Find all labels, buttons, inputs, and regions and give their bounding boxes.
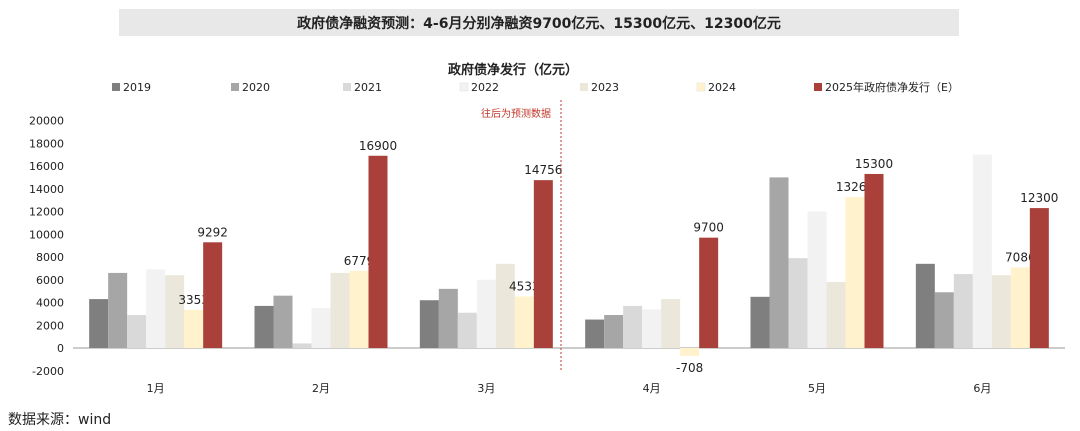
bar [934,292,954,348]
bar [864,173,884,348]
bar [642,309,662,348]
y-tick-label: 18000 [29,137,64,150]
x-tick-label: 3月 [477,382,495,395]
bar [127,315,147,348]
bar [991,275,1011,348]
bar [623,305,643,348]
y-tick-label: -2000 [32,365,64,378]
bar [1029,208,1049,348]
bar [1010,267,1030,348]
data-label: 3353 [178,293,209,307]
legend-label: 2021 [354,81,382,94]
chart-banner-title: 政府债净融资预测：4-6月分别净融资9700亿元、15300亿元、12300亿元 [119,9,959,36]
y-tick-label: 4000 [36,297,64,310]
legend-swatch [814,83,822,91]
legend-label: 2025年政府债净发行（E） [825,80,959,94]
data-label: -708 [676,361,703,375]
bar [292,343,312,348]
bar [953,274,973,348]
legend-label: 2020 [242,81,270,94]
x-tick-label: 1月 [147,382,165,395]
bar [184,309,204,348]
bar [165,275,185,348]
bar [457,312,477,348]
bar [311,308,331,348]
legend-swatch [580,83,588,91]
bar [788,258,808,348]
bar [203,242,223,348]
bar [419,300,439,348]
bar [826,282,846,348]
data-label: 9292 [197,225,228,239]
y-tick-label: 14000 [29,183,64,196]
legend-swatch [231,83,239,91]
bar [108,272,128,348]
legend-swatch [459,82,469,92]
bar [254,305,274,348]
data-label: 6779 [344,254,375,268]
data-label: 16900 [359,139,397,153]
data-label: 9700 [693,221,724,235]
y-tick-label: 0 [57,342,64,355]
bar [438,288,458,348]
legend-swatch [343,83,351,91]
y-tick-label: 6000 [36,274,64,287]
legend-label: 2023 [591,81,619,94]
bar [330,272,350,348]
x-tick-label: 5月 [808,382,826,395]
bar [699,237,719,348]
forecast-annotation: 往后为预测数据 [481,107,551,120]
y-tick-label: 20000 [29,115,64,128]
data-label: 14756 [524,163,562,177]
y-tick-label: 12000 [29,206,64,219]
bar [750,296,770,348]
data-label: 12300 [1020,191,1058,205]
data-label: 7086 [1005,250,1036,264]
bar [915,263,935,348]
y-tick-label: 2000 [36,319,64,332]
bar [146,269,166,348]
bar [273,295,293,348]
x-tick-label: 6月 [973,382,991,395]
y-tick-label: 16000 [29,160,64,173]
bar-chart: 政府债净发行（亿元） 2019 2020 2021 2022 2023 2024 2025年政… [29,62,1065,395]
bar [514,296,534,348]
bar [807,211,827,348]
bar [89,299,109,348]
bar [680,348,700,357]
data-label: 4533 [509,279,540,293]
bar [368,155,388,348]
chart-title: 政府债净发行（亿元） [448,62,578,78]
legend-swatch [112,83,120,91]
bar [585,319,605,348]
bar [349,270,369,348]
data-source-note: 数据来源：wind [8,412,112,428]
bar [533,180,553,348]
x-tick-label: 4月 [643,382,661,395]
y-tick-label: 8000 [36,251,64,264]
bar [661,299,681,348]
bar [972,154,992,348]
legend-swatch [696,82,706,92]
x-tick-label: 2月 [312,382,330,395]
legend-label: 2024 [708,81,736,94]
bar [604,315,624,348]
bar [495,263,515,348]
legend-label: 2019 [123,81,151,94]
y-tick-label: 10000 [29,228,64,241]
legend-label: 2022 [471,81,499,94]
data-label: 15300 [855,157,893,171]
bar [769,177,789,348]
bar [476,279,496,348]
bar [845,197,865,348]
